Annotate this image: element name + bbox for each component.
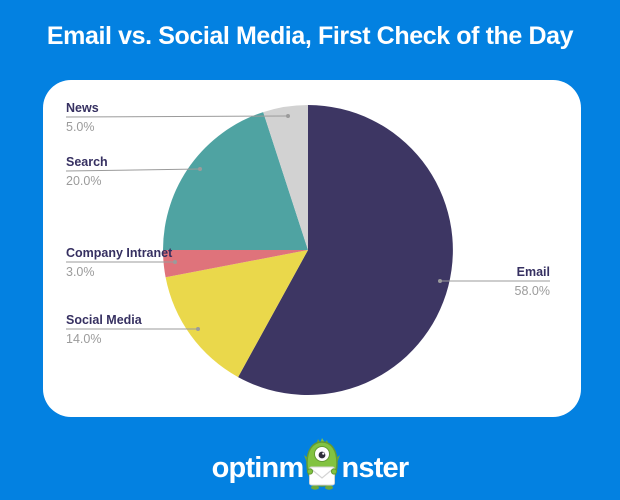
leader-line-news xyxy=(65,115,289,118)
callout-email: Email 58.0% xyxy=(515,266,550,298)
leader-dot-email xyxy=(438,279,442,283)
callout-news-value: 5.0% xyxy=(66,120,95,134)
callout-company-intranet: Company Intranet 3.0% xyxy=(66,247,172,279)
callout-news-label: News xyxy=(66,101,99,115)
pie-slice-company-intranet xyxy=(163,250,308,278)
chart-card: News 5.0% Search 20.0% Company Intranet … xyxy=(43,80,581,417)
leader-line-search xyxy=(65,168,201,172)
leader-dot-search xyxy=(198,167,202,171)
optinmonster-logo: optinm nster xyxy=(0,438,620,494)
callout-social-media-label: Social Media xyxy=(66,313,142,327)
callout-email-label: Email xyxy=(516,265,550,279)
leader-dot-social-media xyxy=(196,327,200,331)
logo-text-before: optinm xyxy=(211,451,305,484)
pie-chart xyxy=(65,105,550,395)
pie-slice-news xyxy=(263,105,308,250)
callout-search-value: 20.0% xyxy=(66,174,102,188)
callout-social-media: Social Media 14.0% xyxy=(66,314,142,346)
chart-title: Email vs. Social Media, First Check of t… xyxy=(46,22,574,50)
callout-company-intranet-label: Company Intranet xyxy=(66,246,173,260)
callout-news: News 5.0% xyxy=(66,102,99,134)
callout-company-intranet-value: 3.0% xyxy=(66,265,95,279)
callout-search-label: Search xyxy=(66,155,108,169)
callout-email-value: 58.0% xyxy=(514,284,550,298)
pie-slice-search xyxy=(163,112,308,250)
pie-slice-email xyxy=(238,105,453,395)
callout-search: Search 20.0% xyxy=(66,156,108,188)
logo-text-after: nster xyxy=(341,451,409,484)
leader-dot-company-intranet xyxy=(173,260,177,264)
callout-social-media-value: 14.0% xyxy=(66,332,102,346)
optinmonster-mascot-icon xyxy=(304,438,341,490)
pie-slice-social-media xyxy=(165,250,308,378)
leader-lines xyxy=(65,114,550,331)
leader-dot-news xyxy=(286,114,290,118)
